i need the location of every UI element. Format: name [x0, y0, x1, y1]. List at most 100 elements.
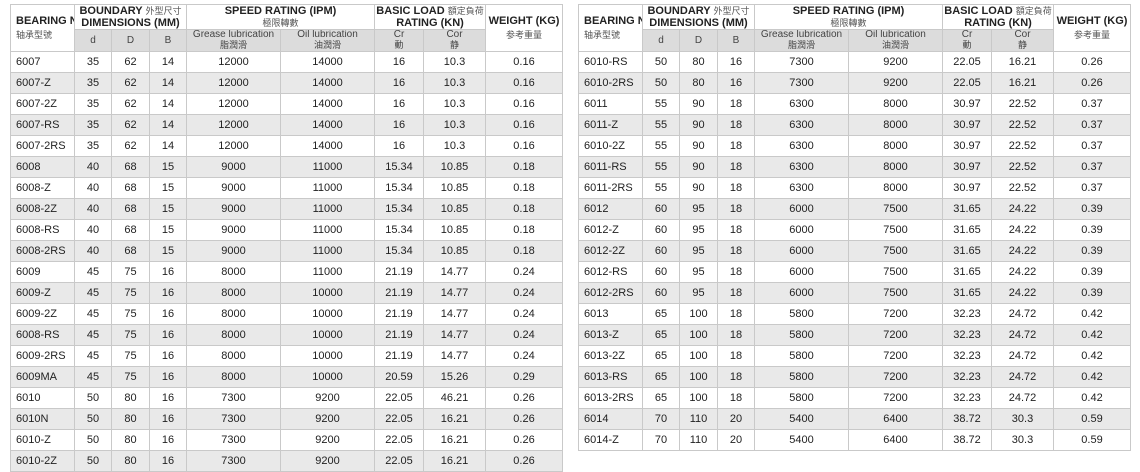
D-cell: 68 [111, 177, 150, 199]
oil-speed-cell: 6400 [847, 408, 944, 430]
B-cell: 18 [717, 177, 755, 199]
d-cell: 45 [74, 261, 112, 283]
table-row: 6011 55 90 18 6300 8000 30.97 22.52 0.37 [578, 93, 1132, 115]
oil-speed-cell: 11000 [279, 219, 376, 241]
weight-cell: 0.42 [1053, 387, 1132, 409]
bearing-no-label: BEARING NO. [16, 15, 74, 27]
B-cell: 18 [717, 135, 755, 157]
bearing-no-cell: 6007-Z [10, 72, 75, 94]
bearing-no-cell: 6012-2Z [578, 240, 643, 262]
speed-rating-cn-label: 極限轉數 [830, 18, 867, 28]
cr-cell: 16 [374, 72, 425, 94]
bearing-spec-table-left: BEARING NO. 轴承型號 BOUNDARY 外型尺寸 DIMENSION… [10, 4, 564, 472]
oil-speed-cell: 14000 [279, 114, 376, 136]
weight-cell: 0.16 [485, 93, 564, 115]
D-cell: 95 [679, 198, 718, 220]
cor-cell: 10.85 [423, 240, 487, 262]
oil-speed-cell: 9200 [279, 450, 376, 472]
D-cell: 110 [679, 408, 718, 430]
table-row: 6013-2Z 65 100 18 5800 7200 32.23 24.72 0.42 [578, 345, 1132, 367]
oil-cn-label: 油潤滑 [314, 40, 342, 50]
d-cell: 40 [74, 198, 112, 220]
grease-speed-cell: 8000 [186, 303, 281, 325]
oil-speed-cell: 7500 [847, 240, 944, 262]
grease-speed-cell: 7300 [186, 408, 281, 430]
boundary-dimensions-header: BOUNDARY 外型尺寸 DIMENSIONS (MM) [642, 4, 755, 30]
bearing-no-cell: 6012-Z [578, 219, 643, 241]
weight-cell: 0.18 [485, 240, 564, 262]
cr-cn-label: 動 [394, 40, 404, 50]
d-cell: 45 [74, 324, 112, 346]
speed-rating-label: SPEED RATING (IPM) [792, 5, 905, 18]
bearing-no-label: BEARING NO. [584, 15, 642, 27]
table-row: 6010-2RS 50 80 16 7300 9200 22.05 16.21 0.26 [578, 72, 1132, 94]
d-cell: 50 [74, 450, 112, 472]
D-cell: 62 [111, 114, 150, 136]
grease-speed-cell: 12000 [186, 114, 281, 136]
cr-cell: 30.97 [942, 156, 993, 178]
table-row: 6007-RS 35 62 14 12000 14000 16 10.3 0.16 [10, 114, 564, 136]
D-cell: 100 [679, 366, 718, 388]
oil-speed-cell: 7500 [847, 261, 944, 283]
d-cell: 65 [642, 345, 680, 367]
d-cell: 60 [642, 198, 680, 220]
cr-cell: 31.65 [942, 282, 993, 304]
B-cell: 14 [149, 114, 187, 136]
cr-cell: 22.05 [942, 72, 993, 94]
cor-cell: 14.77 [423, 282, 487, 304]
bearing-no-cell: 6010N [10, 408, 75, 430]
bearing-no-header: BEARING NO. 轴承型號 [578, 4, 643, 52]
grease-cn-label: 脂潤滑 [219, 40, 247, 50]
weight-cell: 0.39 [1053, 261, 1132, 283]
D-cell: 68 [111, 156, 150, 178]
cr-cell: 16 [374, 51, 425, 73]
d-cell: 40 [74, 240, 112, 262]
D-cell: 90 [679, 177, 718, 199]
grease-speed-cell: 5800 [754, 303, 849, 325]
bearing-no-cell: 6011-Z [578, 114, 643, 136]
d-cell: 55 [642, 93, 680, 115]
bearing-no-cell: 6014-Z [578, 429, 643, 451]
weight-cell: 0.18 [485, 198, 564, 220]
speed-rating-header: SPEED RATING (IPM) 極限轉數 [753, 4, 944, 30]
cr-cell: 15.34 [374, 156, 425, 178]
weight-cell: 0.39 [1053, 219, 1132, 241]
B-cell: 16 [149, 345, 187, 367]
dimensions-label: DIMENSIONS (MM) [649, 17, 748, 29]
table-row: 6013-RS 65 100 18 5800 7200 32.23 24.72 0.42 [578, 366, 1132, 388]
weight-cell: 0.42 [1053, 324, 1132, 346]
col-D-header: D [111, 29, 150, 52]
D-cell: 75 [111, 345, 150, 367]
cor-cell: 16.21 [423, 450, 487, 472]
cor-cell: 24.22 [991, 261, 1055, 283]
bearing-no-cell: 6010-2Z [578, 135, 643, 157]
cor-label: Cor [1014, 29, 1031, 40]
cr-cell: 22.05 [374, 450, 425, 472]
d-cell: 35 [74, 93, 112, 115]
D-cell: 100 [679, 303, 718, 325]
table-row: 6007-2RS 35 62 14 12000 14000 16 10.3 0.16 [10, 135, 564, 157]
d-cell: 45 [74, 366, 112, 388]
D-cell: 62 [111, 51, 150, 73]
cor-cell: 14.77 [423, 303, 487, 325]
B-cell: 16 [149, 324, 187, 346]
boundary-label: BOUNDARY [647, 5, 711, 18]
boundary-cn-label: 外型尺寸 [713, 6, 750, 16]
D-cell: 75 [111, 282, 150, 304]
weight-cell: 0.16 [485, 135, 564, 157]
right-table-body: 6010-RS 50 80 16 7300 9200 22.05 16.21 0.26 6010-… [578, 51, 1132, 451]
table-row: 6010-Z 50 80 16 7300 9200 22.05 16.21 0.26 [10, 429, 564, 451]
D-cell: 80 [111, 429, 150, 451]
bearing-no-cell: 6010-Z [10, 429, 75, 451]
B-cell: 18 [717, 303, 755, 325]
cr-cell: 30.97 [942, 135, 993, 157]
grease-speed-cell: 5800 [754, 324, 849, 346]
bearing-no-cell: 6007-2RS [10, 135, 75, 157]
boundary-label: BOUNDARY [79, 5, 143, 18]
oil-speed-cell: 7200 [847, 303, 944, 325]
speed-rating-label: SPEED RATING (IPM) [224, 5, 337, 18]
table-row: 6010-2Z 50 80 16 7300 9200 22.05 16.21 0.26 [10, 450, 564, 472]
grease-speed-cell: 6000 [754, 198, 849, 220]
oil-speed-cell: 9200 [279, 408, 376, 430]
grease-speed-cell: 9000 [186, 156, 281, 178]
